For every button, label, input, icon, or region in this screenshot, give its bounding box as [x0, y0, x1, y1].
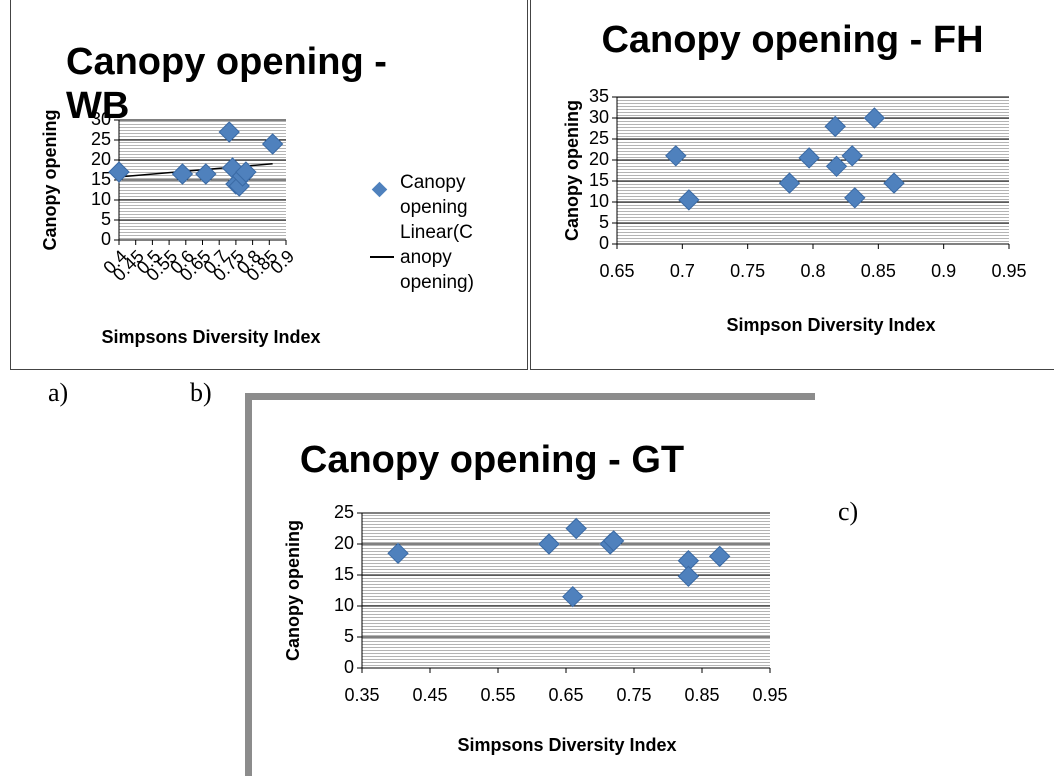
x-tick-label: 0.35 [344, 685, 379, 705]
point [844, 187, 866, 209]
legend-label: Canopy opening [400, 172, 468, 218]
point [677, 565, 700, 587]
y-tick-label: 30 [91, 109, 111, 129]
y-tick-label: 5 [599, 212, 609, 232]
y-tick-label: 10 [589, 191, 609, 211]
y-axis-title: Canopy opening [562, 100, 582, 241]
x-tick-label: 0.85 [861, 261, 896, 281]
x-tick-label: 0.7 [670, 261, 695, 281]
chart: 0 5 10 15 20 25 0.35 0.45 0.55 0.65 0.75 0.85 0.95 Ca… [283, 502, 788, 755]
legend-marker [371, 181, 388, 198]
x-tick-label: 0.95 [752, 685, 787, 705]
point [387, 542, 409, 565]
point [863, 107, 886, 129]
y-tick-label: 30 [589, 107, 609, 127]
x-tick-label: 0.55 [480, 685, 515, 705]
y-tick-label: 20 [334, 533, 354, 553]
y-tick-label: 0 [101, 229, 111, 249]
chart-title: Canopy opening - WB [66, 41, 387, 127]
chart: 0510152025300.40.450.50.550.60.650.70.75… [40, 109, 321, 347]
y-tick-label: 35 [589, 86, 609, 106]
point [708, 545, 731, 568]
panel-label: b) [190, 378, 212, 407]
x-tick-label: 0.85 [684, 685, 719, 705]
point [824, 115, 846, 138]
x-axis-title: Simpsons Diversity Index [457, 735, 676, 755]
panel-label: a) [48, 378, 69, 407]
y-tick-label: 20 [91, 149, 111, 169]
y-tick-label: 10 [334, 595, 354, 615]
point [678, 189, 700, 211]
y-tick-label: 10 [91, 189, 111, 209]
legend-item: Canopy opening [366, 170, 476, 220]
point [778, 172, 801, 194]
point [108, 161, 130, 183]
point [841, 145, 863, 167]
x-tick-label: 0.75 [730, 261, 765, 281]
legend: Canopy opening Linear(Canopy opening) [366, 170, 476, 295]
x-tick-label: 0.75 [616, 685, 651, 705]
point [235, 161, 257, 183]
y-tick-label: 0 [344, 657, 354, 677]
x-axis-title: Simpson Diversity Index [726, 315, 935, 335]
point [883, 172, 905, 194]
point [565, 517, 587, 540]
point [171, 163, 194, 185]
point [261, 133, 284, 155]
chart-title: Canopy opening - GT [299, 439, 685, 481]
y-axis-title: Canopy opening [40, 110, 60, 251]
point [538, 533, 560, 555]
y-tick-label: 20 [589, 149, 609, 169]
point [825, 155, 848, 178]
y-tick-label: 25 [91, 129, 111, 149]
point [562, 585, 584, 608]
panel-c: 0 5 10 15 20 25 0.35 0.45 0.55 0.65 0.75 0.85 0.95 Ca… [245, 393, 815, 776]
legend-label: Linear(Canopy opening) [400, 222, 474, 293]
x-tick-label: 0.9 [931, 261, 956, 281]
point [602, 530, 625, 552]
panel-label: c) [838, 497, 859, 526]
point [665, 145, 687, 167]
panel-b: 0 5 10 15 20 25 30 35 0.65 0.7 0.75 0.8 0.85 0.9 0.95 C… [530, 0, 1054, 370]
point [798, 147, 820, 169]
x-tick-label: 0.45 [412, 685, 447, 705]
y-tick-label: 25 [589, 128, 609, 148]
legend-item: Linear(Canopy opening) [366, 220, 476, 295]
y-tick-label: 15 [589, 170, 609, 190]
plot-area [617, 97, 1009, 244]
y-axis-title: Canopy opening [283, 520, 303, 661]
y-tick-label: 5 [344, 626, 354, 646]
x-tick-label: 0.65 [548, 685, 583, 705]
point [195, 163, 217, 185]
chart-title: Canopy opening - FH [601, 19, 984, 61]
x-tick-label: 0.95 [991, 261, 1026, 281]
legend-line [370, 256, 394, 258]
plot-area [362, 513, 770, 668]
x-tick-label: 0.65 [599, 261, 634, 281]
x-tick-label: 0.8 [800, 261, 825, 281]
y-tick-label: 15 [91, 169, 111, 189]
y-tick-label: 5 [101, 209, 111, 229]
y-tick-label: 15 [334, 564, 354, 584]
panel-a: 0 5 10 15 20 25 30 0.4 0.45 0.5 0.55 0.6 0.65 0.7 0.75… [10, 0, 528, 370]
y-tick-label: 0 [599, 233, 609, 253]
x-axis-title: Simpsons Diversity Index [101, 327, 320, 347]
y-tick-label: 25 [334, 502, 354, 522]
point [218, 121, 240, 143]
